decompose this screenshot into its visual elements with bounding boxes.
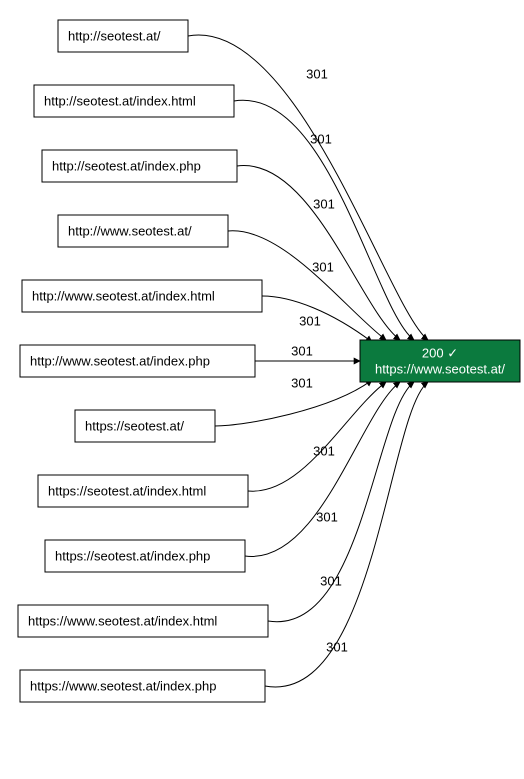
redirect-edge-label: 301 [316,509,338,524]
url-node-label: http://seotest.at/index.html [44,93,196,108]
url-node-label: http://www.seotest.at/index.php [30,353,210,368]
redirect-edge-label: 301 [326,639,348,654]
target-status-label: 200 ✓ [422,345,458,360]
url-node-label: http://www.seotest.at/index.html [32,288,215,303]
redirect-edge-label: 301 [313,443,335,458]
redirect-edge-label: 301 [310,131,332,146]
redirect-edge [248,382,386,491]
url-node-label: https://www.seotest.at/index.html [28,613,217,628]
redirect-edge-label: 301 [313,196,335,211]
url-node-label: https://seotest.at/index.php [55,548,210,563]
url-node-label: http://www.seotest.at/ [68,223,192,238]
redirect-edge-label: 301 [291,375,313,390]
url-node-label: https://seotest.at/ [85,418,184,433]
redirect-diagram: http://seotest.at/http://seotest.at/inde… [0,0,524,779]
redirect-edge-label: 301 [312,259,334,274]
url-node-label: http://seotest.at/index.php [52,158,201,173]
target-url-label: https://www.seotest.at/ [375,361,505,376]
redirect-edge-label: 301 [291,343,313,358]
url-node-label: https://www.seotest.at/index.php [30,678,216,693]
url-node-label: https://seotest.at/index.html [48,483,206,498]
redirect-edge-label: 301 [299,313,321,328]
redirect-edge-label: 301 [306,66,328,81]
redirect-edge-label: 301 [320,573,342,588]
url-node-label: http://seotest.at/ [68,28,161,43]
